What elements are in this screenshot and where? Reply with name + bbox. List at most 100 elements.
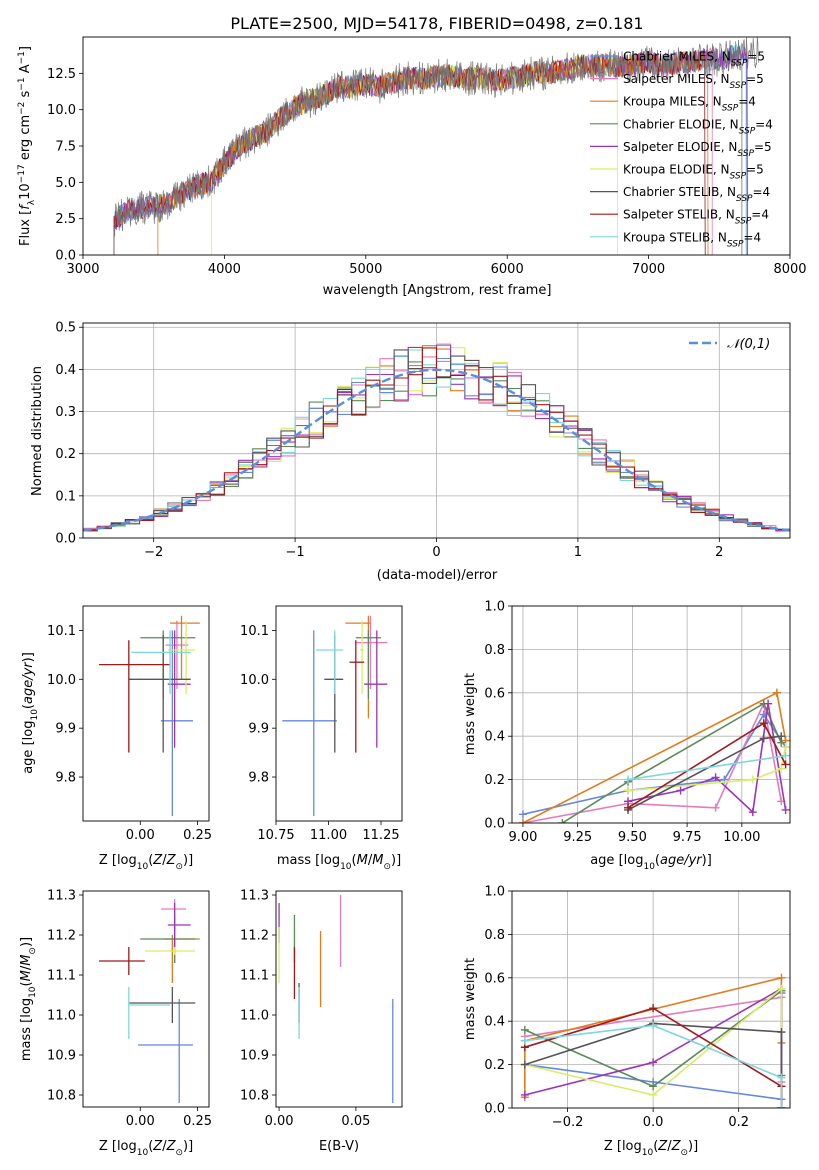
y-axis-label: mass weight [463, 958, 478, 1040]
y-tick-label: 0.8 [484, 928, 505, 943]
mass-weight-path [627, 703, 787, 814]
x-tick-label: 0.25 [183, 1114, 212, 1129]
x-tick-label: 0.0 [643, 1115, 664, 1130]
mass-weight-marker [777, 732, 786, 741]
axes-frame [82, 36, 791, 256]
y-tick-label: 9.8 [55, 771, 76, 786]
errorbar-chabrier-miles [160, 630, 193, 817]
axes-frame [82, 605, 210, 822]
errorbar-salpeter-elodie [167, 903, 191, 947]
model-line-kroupa-elodie [211, 54, 618, 255]
histogram-chabrier-stelib [83, 349, 790, 531]
errorbar-salpeter-stelib [99, 947, 145, 975]
x-tick-label: −2 [144, 545, 163, 560]
errorbar-chabrier-stelib [128, 635, 191, 753]
x-tick-label: 6000 [491, 262, 524, 277]
y-tick-label: 0.0 [484, 817, 505, 832]
x-axis-label: Z [log10(Z/Z⊙)] [99, 1139, 193, 1158]
mass-weight-marker [781, 751, 790, 760]
mass-weight-line-kroupa-elodie [624, 743, 790, 795]
y-tick-label: 0.6 [484, 686, 505, 701]
x-tick-label: 7000 [632, 262, 665, 277]
errorbar-chabrier-stelib [324, 635, 344, 753]
errorbar-kroupa-elodie [360, 620, 365, 694]
mass-weight-path [524, 1022, 783, 1108]
errorbar-chabrier-miles [282, 630, 337, 817]
axes-frame [511, 605, 791, 824]
errorbar-salpeter-stelib [349, 640, 365, 753]
mass-weight-marker [777, 1104, 786, 1108]
y-tick-label: 0.8 [484, 643, 505, 658]
x-tick-label: 1 [574, 545, 582, 560]
x-tick-label: 9.50 [618, 830, 647, 845]
plot-area-massweight_vs_age [512, 606, 790, 823]
panel-age_vs_mass: 10.75 11.00 11.25 9.8 9.9 10.0 10.1 mass [log10… [240, 605, 403, 872]
plot-area-residuals [83, 323, 790, 538]
errorbar-kroupa-stelib [315, 630, 344, 694]
axes-frame [82, 890, 210, 1108]
x-tick-label: 9.25 [563, 830, 592, 845]
mass-weight-line-chabrier-stelib [624, 732, 786, 814]
x-tick-label: 8000 [773, 262, 806, 277]
x-tick-label: 9.00 [508, 830, 537, 845]
mass-weight-line-chabrier-miles [518, 710, 790, 819]
mass-weight-path [524, 1024, 783, 1108]
mass-weight-marker [781, 805, 790, 814]
legend-label: Salpeter ELODIE, NSSP=5 [623, 140, 772, 159]
mass-weight-marker [772, 688, 781, 697]
legend-label: Chabrier STELIB, NSSP=4 [623, 185, 770, 204]
mass-weight-marker [781, 760, 790, 769]
x-tick-label: −1 [286, 545, 305, 560]
mass-weight-marker [764, 699, 773, 708]
errorbar-kroupa-miles [170, 615, 200, 680]
y-tick-label: 10.1 [240, 624, 269, 639]
errorbar-salpeter-miles [355, 615, 388, 690]
y-tick-label: 1.0 [484, 600, 505, 615]
errorbar-kroupa-elodie [144, 947, 196, 955]
y-tick-label: 11.1 [240, 969, 269, 984]
legend-label: 𝒩(0,1) [727, 337, 770, 352]
mass-weight-marker [748, 775, 757, 784]
mass-weight-marker [759, 719, 768, 728]
y-tick-label: 0.1 [55, 489, 76, 504]
x-axis-label: mass [log10(M/M⊙)] [277, 853, 401, 872]
mass-weight-line-kroupa-stelib [520, 1021, 786, 1108]
y-tick-label: 10.0 [47, 673, 76, 688]
y-tick-label: 10.9 [47, 1049, 76, 1064]
mass-weight-marker [781, 743, 790, 752]
y-tick-label: 11.3 [240, 889, 269, 904]
mass-weight-marker [777, 973, 786, 982]
panel-mass_vs_Z: 0.00 0.25 10.8 10.9 11.0 11.1 11.2 11.3 Z [log10… [19, 889, 212, 1159]
y-tick-label: 11.2 [47, 929, 76, 944]
y-tick-label: 5.0 [55, 176, 76, 191]
mass-weight-line-salpeter-elodie [624, 699, 790, 817]
x-tick-label: 0.2 [728, 1115, 749, 1130]
legend-label: Kroupa ELODIE, NSSP=5 [623, 163, 764, 182]
legend-label: Salpeter STELIB, NSSP=4 [623, 208, 769, 227]
mass-weight-marker [624, 775, 633, 784]
mass-weight-marker [624, 803, 633, 812]
mass-weight-marker [777, 764, 786, 773]
mass-weight-marker [676, 786, 685, 795]
y-tick-label: 10.8 [240, 1089, 269, 1104]
y-tick-label: 0.2 [484, 1058, 505, 1073]
mass-weight-marker [711, 803, 720, 812]
mass-weight-path [561, 702, 782, 823]
x-tick-label: 0.00 [126, 1114, 155, 1129]
y-tick-label: 0.0 [484, 1102, 505, 1117]
y-tick-label: 0.5 [55, 321, 76, 336]
y-tick-label: 1.0 [484, 885, 505, 900]
x-tick-label: 0 [432, 545, 440, 560]
mass-weight-marker [624, 786, 633, 795]
y-tick-label: 9.9 [248, 722, 269, 737]
normal-reference-curve [83, 368, 790, 532]
mass-weight-path [627, 754, 786, 781]
mass-weight-marker [520, 1025, 529, 1034]
y-axis-label: mass weight [463, 673, 478, 755]
axes-frame [82, 322, 791, 539]
x-tick-label: 5000 [349, 262, 382, 277]
x-tick-label: 0.05 [341, 1114, 370, 1129]
y-tick-label: 10.0 [240, 673, 269, 688]
errorbar-kroupa-elodie [167, 620, 196, 694]
errorbar-chabrier-stelib [128, 987, 196, 1023]
